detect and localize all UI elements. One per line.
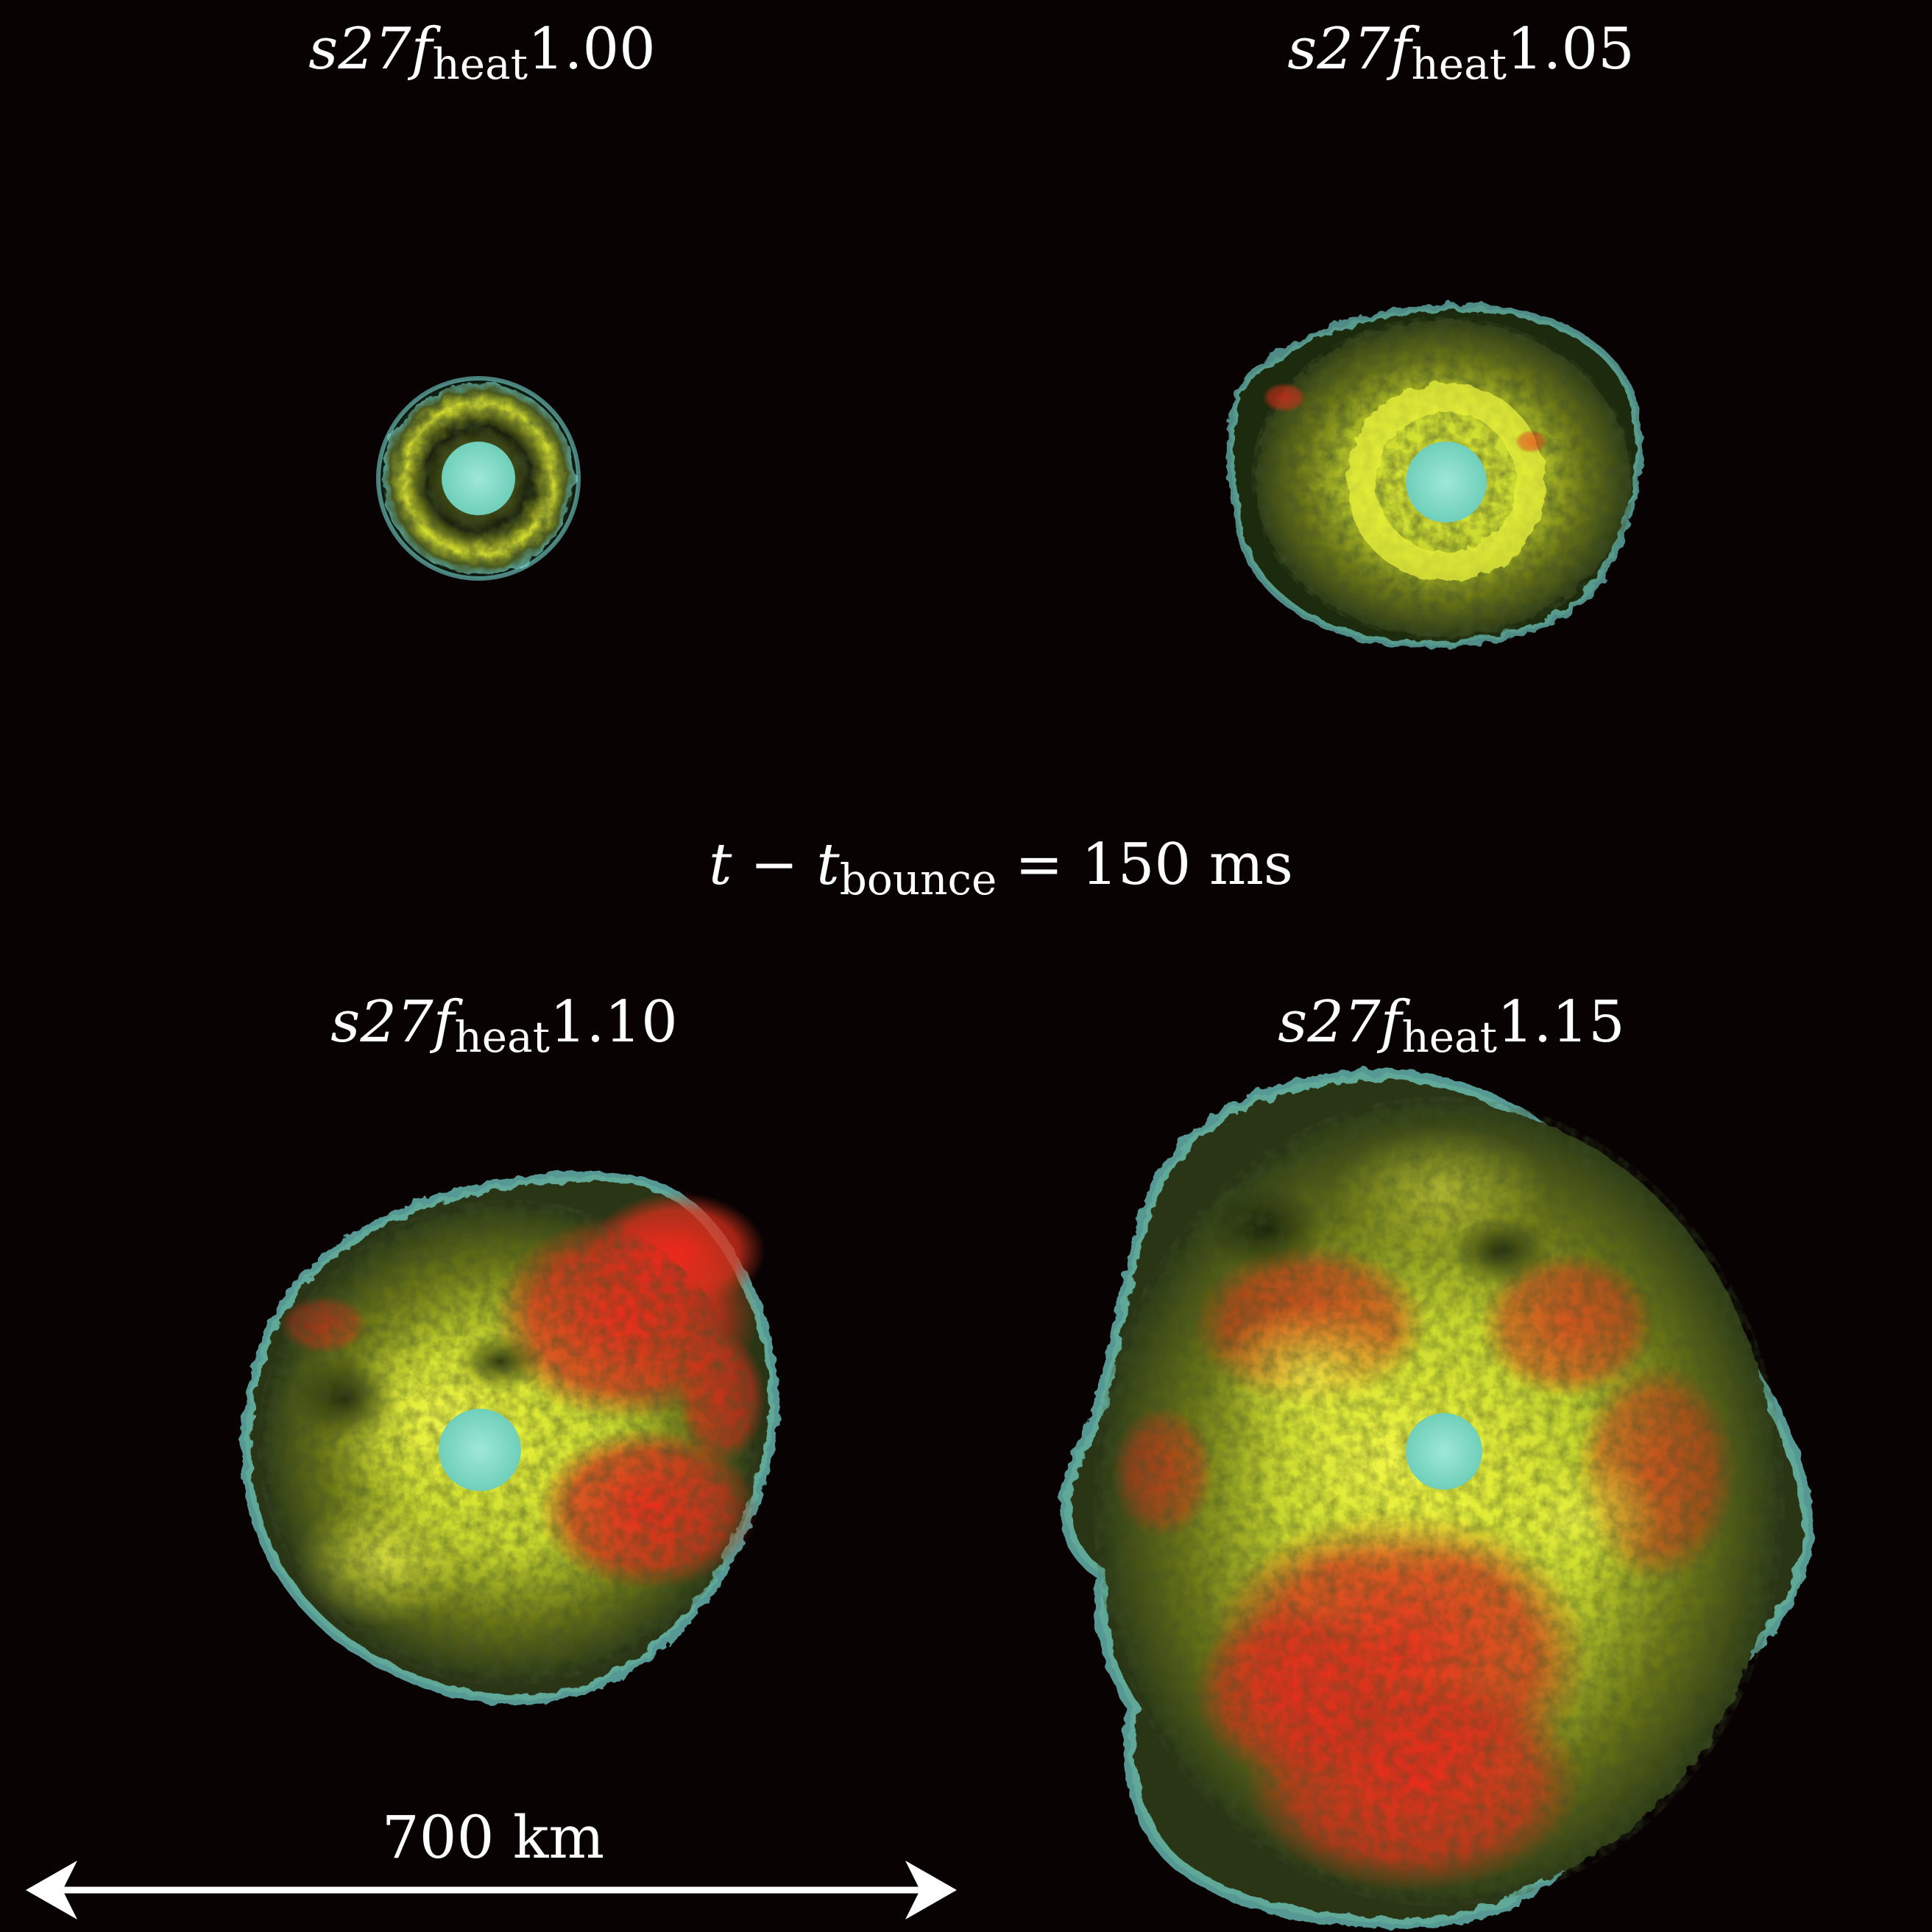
variable-symbol: f	[1380, 989, 1402, 1055]
variable-subscript: heat	[454, 1012, 551, 1062]
time-symbol: t	[709, 832, 732, 898]
variable-subscript: heat	[432, 39, 528, 89]
panel-title-fheat-1-15: s27fheat1.15	[1278, 994, 1624, 1058]
parameter-value: 1.00	[528, 16, 656, 82]
equals-sign: =	[1015, 832, 1064, 898]
variable-symbol: f	[1390, 16, 1412, 82]
time-symbol-bounce: t	[816, 832, 840, 898]
model-name: s27	[308, 16, 411, 82]
scale-bar-label: 700 km	[381, 1803, 605, 1872]
protoneutron-star-core	[442, 442, 515, 515]
shock-sphere-fheat-1-05	[1226, 303, 1643, 648]
time-value: 150 ms	[1081, 832, 1293, 898]
model-name: s27	[1278, 989, 1381, 1055]
parameter-value: 1.10	[550, 989, 678, 1055]
variable-symbol: f	[411, 16, 433, 82]
scale-bar-arrow	[26, 1861, 957, 1919]
model-name: s27	[330, 989, 434, 1055]
panel-title-fheat-1-05: s27fheat1.05	[1287, 21, 1634, 85]
shock-sphere-fheat-1-15	[1059, 1068, 1814, 1929]
variable-symbol: f	[433, 989, 455, 1055]
time-subscript: bounce	[839, 854, 997, 905]
variable-subscript: heat	[1411, 39, 1507, 89]
minus-sign: −	[750, 832, 799, 898]
protoneutron-star-core	[439, 1409, 521, 1491]
time-since-bounce-label: t − tbounce = 150 ms	[709, 832, 1293, 901]
protoneutron-star-core	[1406, 1413, 1482, 1490]
variable-subscript: heat	[1401, 1012, 1498, 1062]
protoneutron-star-core	[1406, 442, 1487, 523]
parameter-value: 1.05	[1507, 16, 1635, 82]
parameter-value: 1.15	[1497, 989, 1625, 1055]
panel-title-fheat-1-10: s27fheat1.10	[330, 994, 677, 1058]
shock-sphere-fheat-1-00	[376, 376, 581, 581]
shock-sphere-fheat-1-10	[241, 1171, 779, 1705]
model-name: s27	[1287, 16, 1390, 82]
panel-title-fheat-1-00: s27fheat1.00	[308, 21, 655, 85]
